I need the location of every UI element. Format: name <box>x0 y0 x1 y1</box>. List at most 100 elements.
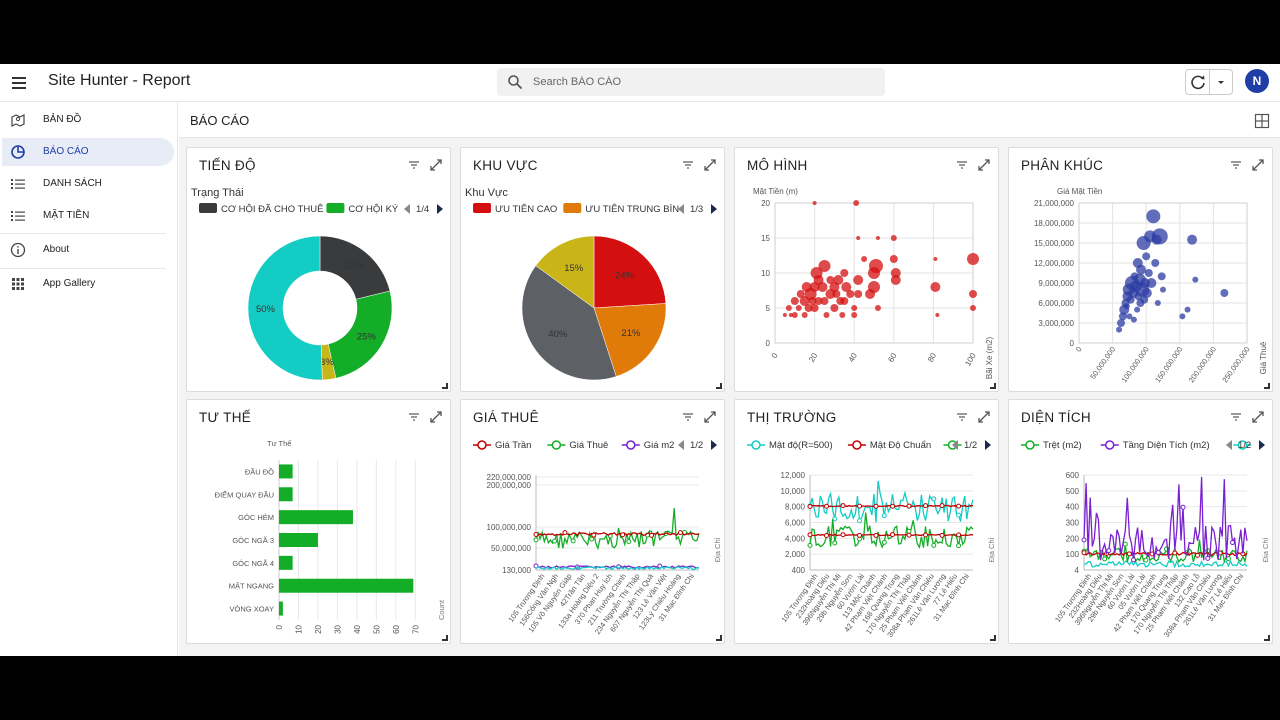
scatter-point[interactable] <box>1144 269 1153 277</box>
scatter-point[interactable] <box>840 269 849 277</box>
pie-slice[interactable] <box>535 235 595 309</box>
resize-handle[interactable] <box>442 635 448 641</box>
scatter-point[interactable] <box>1130 316 1137 323</box>
expand-icon[interactable] <box>1252 411 1264 423</box>
resize-handle[interactable] <box>716 383 722 389</box>
filter-icon[interactable] <box>682 159 694 171</box>
scatter-point[interactable] <box>854 290 863 298</box>
scatter-point[interactable] <box>861 256 868 262</box>
scatter-point[interactable] <box>833 275 844 285</box>
scatter-point[interactable] <box>823 312 830 318</box>
scatter-point[interactable] <box>1184 306 1191 313</box>
series-line[interactable] <box>535 531 700 537</box>
legend-prev-icon[interactable] <box>678 204 684 214</box>
scatter-point[interactable] <box>810 304 819 312</box>
series-line[interactable] <box>535 565 700 571</box>
scatter-point[interactable] <box>814 297 823 305</box>
scatter-point[interactable] <box>846 290 855 298</box>
layout-grid-icon[interactable] <box>1254 113 1270 129</box>
scatter-point[interactable] <box>853 200 860 206</box>
hamburger-menu-icon[interactable] <box>8 71 32 95</box>
scatter-point[interactable] <box>1123 303 1130 310</box>
sidebar-item-app-gallery[interactable]: App Gallery <box>2 270 174 298</box>
scatter-point[interactable] <box>1151 259 1160 267</box>
scatter-point[interactable] <box>801 312 808 318</box>
filter-icon[interactable] <box>956 411 968 423</box>
scatter-point[interactable] <box>790 297 799 305</box>
series-line[interactable] <box>809 480 974 523</box>
bar[interactable] <box>279 601 283 616</box>
legend-prev-icon[interactable] <box>952 440 958 450</box>
scatter-point[interactable] <box>1116 326 1123 333</box>
expand-icon[interactable] <box>704 411 716 423</box>
scatter-point[interactable] <box>830 304 839 312</box>
scatter-point[interactable] <box>1187 234 1198 245</box>
resize-handle[interactable] <box>1264 383 1270 389</box>
scatter-point[interactable] <box>853 275 864 285</box>
scatter-point[interactable] <box>890 268 901 278</box>
scatter-point[interactable] <box>839 312 846 318</box>
scatter-point[interactable] <box>1146 209 1161 224</box>
scatter-point[interactable] <box>840 297 849 305</box>
legend-next-icon[interactable] <box>711 204 717 214</box>
scatter-point[interactable] <box>851 312 858 318</box>
scatter-point[interactable] <box>820 297 829 305</box>
sidebar-item-ban-do[interactable]: BẢN ĐỒ <box>2 106 174 134</box>
scatter-point[interactable] <box>808 297 817 305</box>
scatter-point[interactable] <box>930 282 941 292</box>
scatter-point[interactable] <box>841 282 852 292</box>
bar[interactable] <box>279 533 318 547</box>
expand-icon[interactable] <box>1252 159 1264 171</box>
scatter-point[interactable] <box>874 305 881 311</box>
scatter-point[interactable] <box>970 305 976 311</box>
scatter-point[interactable] <box>935 313 940 317</box>
scatter-point[interactable] <box>1179 313 1186 320</box>
pie-slice[interactable] <box>593 235 667 309</box>
refresh-button[interactable] <box>1186 70 1210 94</box>
scatter-point[interactable] <box>933 257 938 261</box>
scatter-point[interactable] <box>1134 306 1141 313</box>
expand-icon[interactable] <box>430 411 442 423</box>
expand-icon[interactable] <box>978 159 990 171</box>
search-box[interactable] <box>497 68 885 96</box>
scatter-point[interactable] <box>826 276 835 284</box>
resize-handle[interactable] <box>442 383 448 389</box>
filter-icon[interactable] <box>956 159 968 171</box>
bar[interactable] <box>279 464 293 479</box>
scatter-point[interactable] <box>969 290 977 298</box>
expand-icon[interactable] <box>704 159 716 171</box>
scatter-point[interactable] <box>788 313 793 317</box>
legend-prev-icon[interactable] <box>1226 440 1232 450</box>
filter-icon[interactable] <box>1230 411 1242 423</box>
scatter-point[interactable] <box>1157 272 1166 281</box>
scatter-point[interactable] <box>782 313 787 317</box>
scatter-point[interactable] <box>890 235 897 241</box>
series-line[interactable] <box>1083 559 1248 569</box>
sidebar-item-mat-tien[interactable]: MẶT TIỀN <box>2 202 174 230</box>
filter-icon[interactable] <box>408 159 420 171</box>
legend-next-icon[interactable] <box>985 440 991 450</box>
scatter-point[interactable] <box>1126 313 1133 320</box>
scatter-point[interactable] <box>785 305 792 311</box>
filter-icon[interactable] <box>1230 159 1242 171</box>
legend-next-icon[interactable] <box>1259 440 1265 450</box>
search-input[interactable] <box>533 73 873 91</box>
bar[interactable] <box>279 487 293 502</box>
scatter-point[interactable] <box>1154 300 1161 306</box>
pie-slice[interactable] <box>247 235 323 381</box>
scatter-point[interactable] <box>856 236 861 240</box>
series-line[interactable] <box>809 512 974 549</box>
scatter-point[interactable] <box>967 253 979 265</box>
scatter-point[interactable] <box>868 259 883 273</box>
scatter-point[interactable] <box>1141 288 1152 298</box>
scatter-point[interactable] <box>804 304 813 312</box>
scatter-point[interactable] <box>890 275 901 285</box>
scatter-point[interactable] <box>875 236 880 240</box>
pie-slice[interactable] <box>521 265 617 381</box>
resize-handle[interactable] <box>990 635 996 641</box>
bar[interactable] <box>279 578 414 593</box>
resize-handle[interactable] <box>990 383 996 389</box>
legend-prev-icon[interactable] <box>404 204 410 214</box>
scatter-point[interactable] <box>1160 286 1166 293</box>
scatter-point[interactable] <box>832 290 841 298</box>
